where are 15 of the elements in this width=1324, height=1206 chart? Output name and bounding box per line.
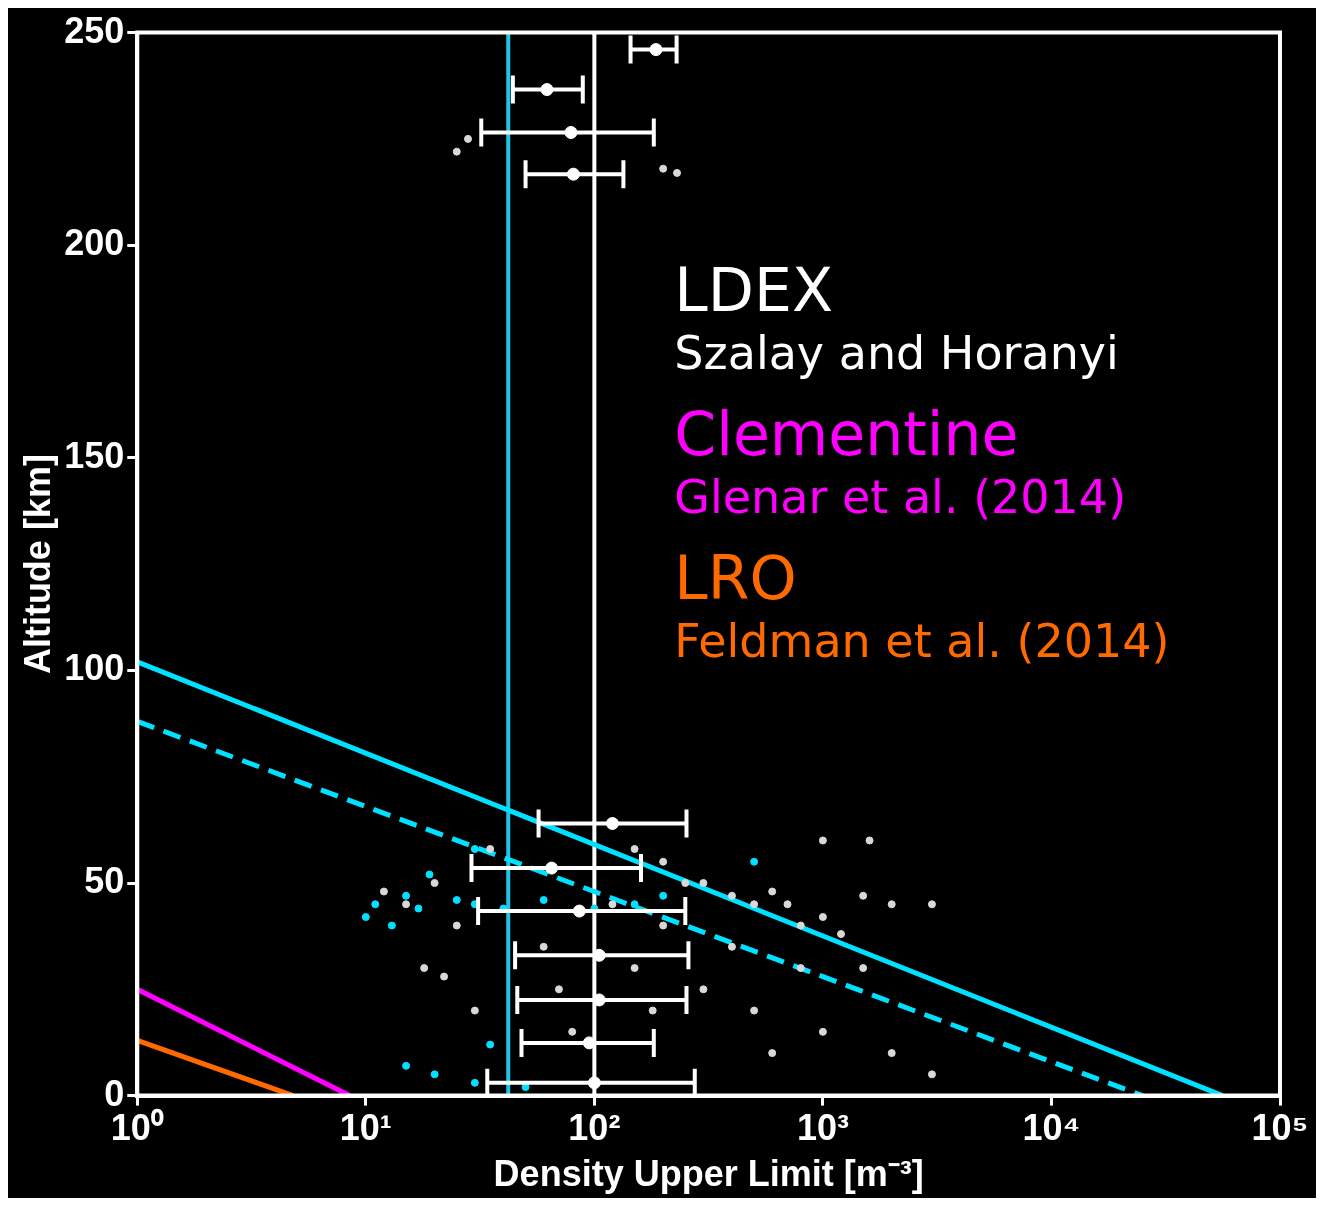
text: LDEX Szalay and Horanyi [674, 255, 1119, 381]
text: LRO Feldman et al. (2014) [674, 543, 1170, 669]
x-axis-title: Density Upper Limit [m⁻³] [493, 1153, 924, 1195]
y-tick-label: 150 [64, 434, 125, 476]
y-tick-label: 250 [64, 9, 125, 51]
y-tick-label: 100 [64, 647, 125, 689]
x-tick-label: 10¹ [339, 1107, 392, 1149]
y-tick-label: 50 [84, 859, 125, 901]
x-tick-label: 10⁴ [1022, 1107, 1081, 1149]
x-tick-label: 10³ [796, 1107, 849, 1149]
x-tick-label: 10² [568, 1107, 621, 1149]
x-tick-label: 10⁵ [1251, 1107, 1309, 1149]
text: Clementine Glenar et al. (2014) [674, 399, 1127, 525]
y-tick-label: 200 [64, 222, 125, 264]
y-axis-title: Altitude [km] [16, 454, 58, 675]
